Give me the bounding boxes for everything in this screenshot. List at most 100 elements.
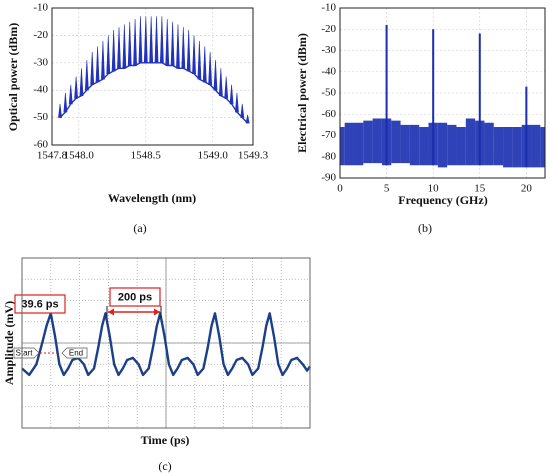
waveform xyxy=(21,312,311,377)
end-tag xyxy=(61,347,88,359)
y-tick-label: -10 xyxy=(33,2,48,14)
x-tick-label: 15 xyxy=(474,183,486,195)
start-label: Start xyxy=(16,349,34,358)
y-tick-label: -30 xyxy=(33,56,48,68)
noise-band xyxy=(400,124,410,164)
comb-line xyxy=(111,29,116,72)
comb-line xyxy=(79,68,84,96)
comb-line xyxy=(181,27,186,69)
comb-line xyxy=(176,24,180,69)
noise-band xyxy=(512,127,522,168)
y-tick-label: -60 xyxy=(321,108,336,120)
caption: (a) xyxy=(133,221,146,235)
comb-line xyxy=(63,92,68,113)
comb-line xyxy=(197,40,202,80)
x-tick-label: 1548.5 xyxy=(131,150,162,162)
end-label: End xyxy=(69,349,83,358)
comb-line xyxy=(58,103,62,118)
y-tick-label: -30 xyxy=(321,44,336,56)
comb-line xyxy=(122,24,127,69)
plot-frame xyxy=(21,257,311,429)
noise-floor xyxy=(59,62,249,124)
noise-band xyxy=(372,118,382,164)
x-tick-label: 0 xyxy=(337,183,343,195)
x-tick-label: 20 xyxy=(521,183,533,195)
noise-band xyxy=(437,122,448,168)
y-tick-label: -40 xyxy=(33,84,48,96)
y-tick-label: -40 xyxy=(321,65,336,77)
x-axis-title: Frequency (GHz) xyxy=(398,193,487,207)
comb-line xyxy=(106,35,111,75)
noise-band xyxy=(540,127,545,168)
period-label: 200 ps xyxy=(118,291,152,303)
y-tick-label: -60 xyxy=(33,139,48,151)
x-axis-title: Wavelength (nm) xyxy=(108,191,196,205)
noise-band xyxy=(391,120,401,164)
comb-line xyxy=(170,21,175,66)
noise-band xyxy=(344,122,354,166)
comb-line xyxy=(154,16,159,64)
comb-line xyxy=(186,29,191,72)
y-tick-label: -50 xyxy=(321,87,336,99)
comb-line xyxy=(245,114,250,124)
comb-line xyxy=(213,60,218,91)
annotation-box xyxy=(14,294,66,314)
y-axis-title: Optical power (dBm) xyxy=(6,23,20,131)
comb-line xyxy=(202,46,207,83)
comb-line xyxy=(208,51,213,86)
comb-line xyxy=(133,18,137,66)
comb-line xyxy=(127,21,132,66)
y-tick-label: -80 xyxy=(321,150,336,162)
comb-line xyxy=(165,18,170,66)
start-tag xyxy=(13,347,40,359)
noise-band xyxy=(340,127,345,166)
comb-line xyxy=(218,68,223,96)
comb-line xyxy=(192,35,196,75)
caption: (c) xyxy=(158,459,171,473)
x-tick-label: 10 xyxy=(428,183,440,195)
y-tick-label: -20 xyxy=(321,23,336,35)
noise-band xyxy=(456,127,466,166)
comb-line xyxy=(138,16,143,64)
noise-band xyxy=(419,127,429,166)
x-tick-label: 1547.8 xyxy=(37,150,68,162)
x-tick-label: 1549.0 xyxy=(198,150,229,162)
comb-line xyxy=(234,92,239,113)
noise-band xyxy=(503,127,513,168)
comb-line xyxy=(229,84,234,105)
noise-band xyxy=(493,127,504,166)
x-tick-label: 5 xyxy=(384,183,390,195)
y-axis-title: Amplitude (mV) xyxy=(2,301,16,385)
noise-band xyxy=(363,120,373,164)
plot-frame xyxy=(339,7,546,179)
comb-line xyxy=(84,60,89,91)
comb-line xyxy=(224,76,229,99)
x-tick-label: 1548.0 xyxy=(64,150,95,162)
comb-line xyxy=(68,84,73,105)
x-tick-label: 1549.3 xyxy=(238,150,269,162)
noise-band xyxy=(465,118,476,166)
y-tick-label: -90 xyxy=(321,172,336,184)
comb-line xyxy=(101,40,105,80)
pulse-width-label: 39.6 ps xyxy=(21,298,58,310)
comb-line xyxy=(117,27,121,69)
y-tick-label: -50 xyxy=(33,111,48,123)
comb-line xyxy=(159,16,164,64)
comb-line xyxy=(143,16,148,64)
y-tick-label: -20 xyxy=(33,29,48,41)
y-axis-title: Electrical power (dBm) xyxy=(295,33,309,153)
noise-band xyxy=(531,124,541,168)
arrow-head xyxy=(108,308,160,316)
noise-band xyxy=(484,122,494,166)
plot-frame xyxy=(51,7,254,146)
comb-line xyxy=(149,16,154,64)
noise-band xyxy=(447,124,457,166)
noise-band xyxy=(409,124,420,166)
x-axis-title: Time (ps) xyxy=(141,433,190,447)
comb-line xyxy=(90,51,95,86)
comb-line xyxy=(74,76,79,99)
comb-line xyxy=(240,103,245,118)
y-tick-label: -10 xyxy=(321,2,336,14)
comb-line xyxy=(95,46,100,83)
